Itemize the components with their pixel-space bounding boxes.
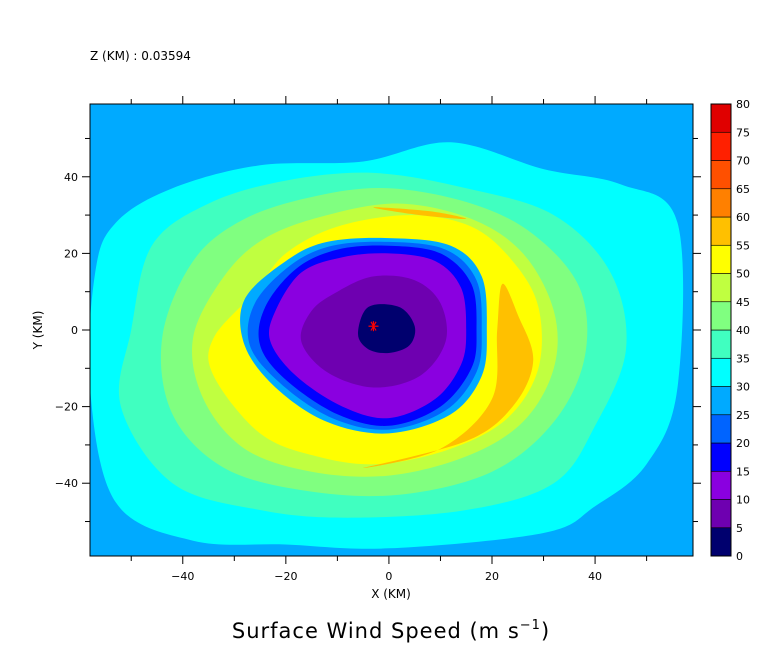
chart-title: Surface Wind Speed (m s−1) [232,618,550,643]
colorbar-label: 70 [736,155,750,168]
x-tick-label: 20 [485,570,499,583]
x-axis-label: X (KM) [371,587,411,601]
colorbar-label: 15 [736,465,750,478]
colorbar-label: 80 [736,98,750,111]
colorbar-label: 0 [736,550,743,563]
colorbar: 0 5 10 15 20 25 30 35 40 45 50 55 60 65 70 75 80 [710,98,750,563]
chart-title-exponent: −1 [520,618,541,633]
colorbar-label: 35 [736,352,750,365]
colorbar-swatch [710,329,732,359]
colorbar-swatch [710,273,732,303]
colorbar-swatch [710,131,732,161]
colorbar-swatch [710,442,732,472]
y-tick-label: 20 [64,247,78,260]
colorbar-swatch [710,470,732,500]
y-tick-label: −20 [55,401,78,414]
colorbar-swatch [710,160,732,190]
chart-title-close: ) [541,619,550,643]
colorbar-swatch [710,301,732,331]
y-tick-label: 0 [71,324,78,337]
colorbar-swatch [710,244,732,274]
level-label: Z (KM) : 0.03594 [90,49,191,63]
y-tick-label: −40 [55,477,78,490]
chart-title-main: Surface Wind Speed (m s [232,619,520,643]
colorbar-label: 30 [736,381,750,394]
contour-band-eye [358,304,416,354]
contour-band-55-60-north [373,207,467,220]
colorbar-label: 40 [736,324,750,337]
contour-bands [90,142,684,549]
colorbar-swatch [710,499,732,529]
colorbar-label: 55 [736,239,750,252]
colorbar-label: 5 [736,522,743,535]
axis-ticks [82,96,701,564]
x-tick-label: 40 [588,570,602,583]
y-tick-label: 40 [64,171,78,184]
colorbar-label: 65 [736,183,750,196]
colorbar-frame [710,103,732,557]
colorbar-label: 60 [736,211,750,224]
y-axis-label: Y (KM) [31,311,45,351]
colorbar-label: 25 [736,409,750,422]
colorbar-swatch [710,414,732,444]
contour-band-55-60 [362,283,534,469]
colorbar-swatch [710,188,732,218]
x-tick-label: −40 [171,570,194,583]
plot-area [82,96,701,564]
colorbar-label: 20 [736,437,750,450]
y-tick-labels: −40 −20 0 20 40 [55,171,78,490]
colorbar-label: 10 [736,494,750,507]
colorbar-label: 50 [736,268,750,281]
storm-center-marker [368,321,379,332]
x-tick-label: 0 [385,570,392,583]
colorbar-swatch [710,357,732,387]
colorbar-label: 75 [736,126,750,139]
colorbar-label: 45 [736,296,750,309]
x-tick-label: −20 [274,570,297,583]
x-tick-labels: −40 −20 0 20 40 [171,570,602,583]
colorbar-swatch [710,216,732,246]
colorbar-swatch [710,386,732,416]
colorbar-swatch [710,103,732,133]
colorbar-swatch [710,527,732,557]
